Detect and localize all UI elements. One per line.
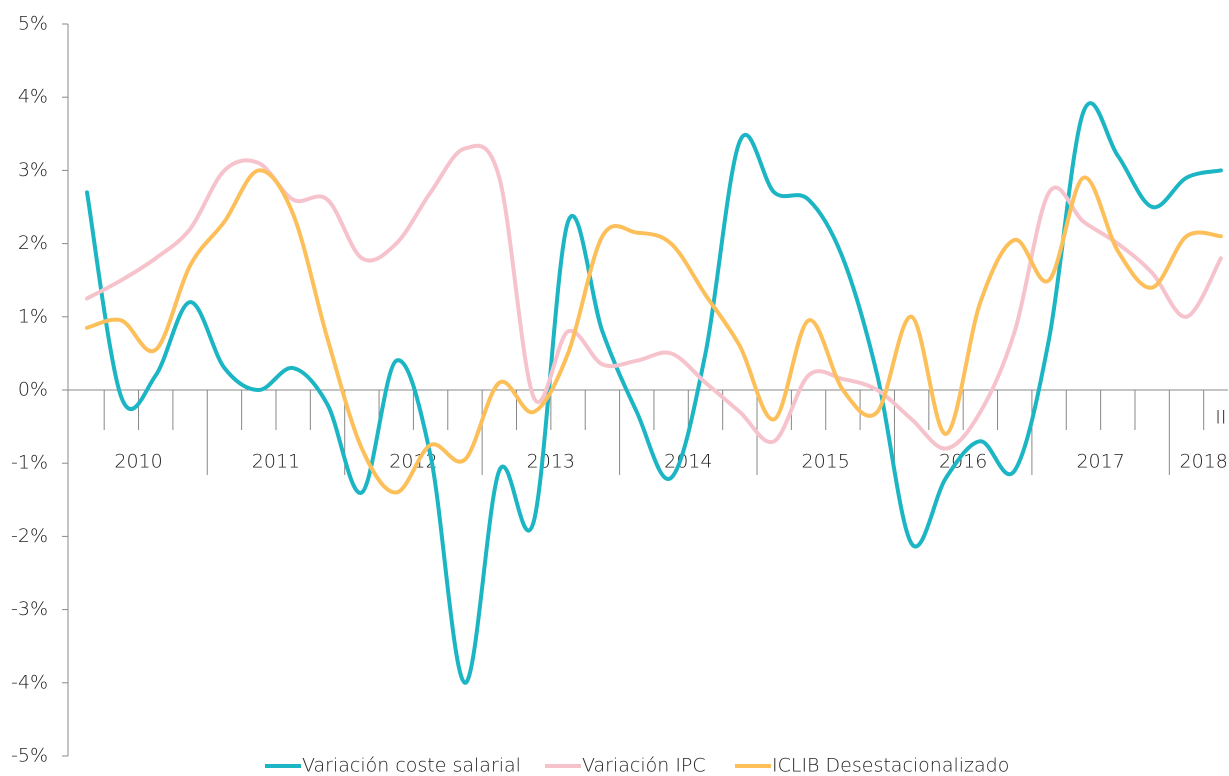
x-group-label: 2010 bbox=[114, 451, 162, 473]
y-tick-label: -2% bbox=[11, 525, 48, 547]
x-group-label: 2017 bbox=[1076, 451, 1124, 473]
y-tick-label: 1% bbox=[18, 305, 48, 327]
y-tick-label: -5% bbox=[11, 745, 48, 767]
x-group-label: 2011 bbox=[252, 451, 300, 473]
series-line bbox=[85, 101, 1223, 685]
x-group-label: 2014 bbox=[664, 451, 712, 473]
x-tick-label: II bbox=[1215, 407, 1226, 429]
x-group-label: 2013 bbox=[527, 451, 575, 473]
y-tick-label: 5% bbox=[18, 13, 48, 35]
x-group-label: 2015 bbox=[802, 451, 850, 473]
y-tick-label: -1% bbox=[11, 452, 48, 474]
legend-label: Variación coste salarial bbox=[302, 755, 521, 776]
x-group-label: 2012 bbox=[389, 451, 437, 473]
y-tick-label: -4% bbox=[11, 671, 48, 693]
y-tick-label: 0% bbox=[18, 379, 48, 401]
y-tick-label: 3% bbox=[18, 159, 48, 181]
y-tick-label: -3% bbox=[11, 598, 48, 620]
y-tick-label: 4% bbox=[18, 86, 48, 108]
series-line bbox=[85, 168, 1223, 495]
y-tick-label: 2% bbox=[18, 232, 48, 254]
series-line bbox=[85, 143, 1223, 451]
legend-label: Variación IPC bbox=[582, 755, 706, 776]
x-group-label: 2018 bbox=[1180, 451, 1228, 473]
legend-label: ICLIB Desestacionalizado bbox=[772, 755, 1009, 776]
